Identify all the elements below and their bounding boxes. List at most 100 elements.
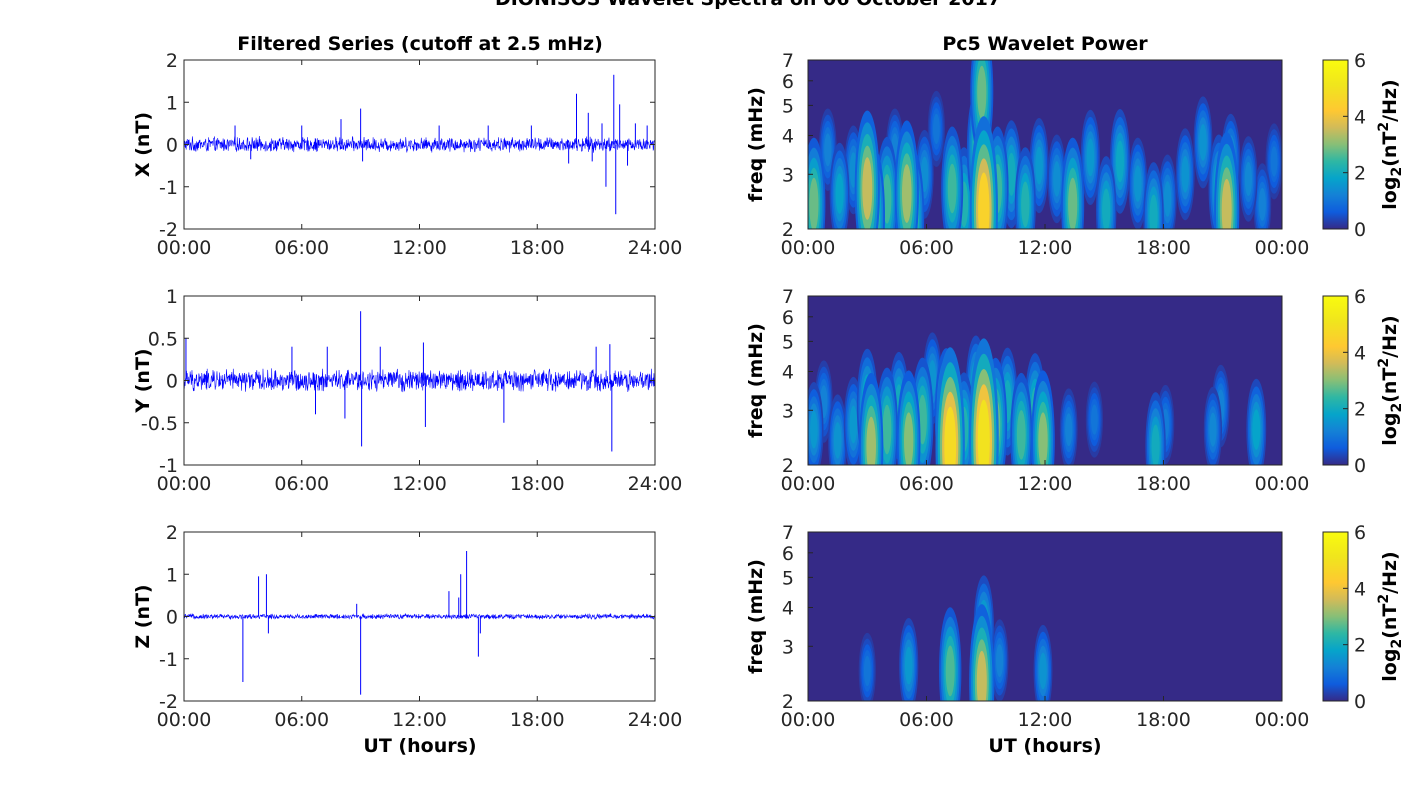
x-tick-label: 12:00: [392, 473, 447, 495]
colorbar-tick-label: 4: [1354, 106, 1366, 128]
power-contour: [1016, 410, 1026, 460]
power-contour: [835, 173, 844, 214]
power-contour: [1163, 181, 1172, 217]
power-contour: [1221, 178, 1232, 229]
power-contour: [1053, 161, 1061, 197]
y-tick-label: 2: [782, 219, 794, 241]
x-tick-label: 12:00: [392, 709, 447, 731]
colorbar: [1322, 531, 1349, 702]
x-tick-label: 18:00: [1136, 709, 1191, 731]
x-tick-label: 12:00: [1018, 709, 1073, 731]
y-tick-label: 2: [782, 455, 794, 477]
power-contour: [1102, 188, 1111, 229]
power-contour: [976, 650, 987, 701]
x-tick-label: 06:00: [899, 709, 954, 731]
power-contour: [882, 404, 892, 455]
colorbar-label-part: (nT: [1379, 132, 1401, 167]
power-contour: [849, 405, 858, 444]
x-tick-label: 18:00: [1136, 237, 1191, 259]
y-tick-label: 7: [782, 286, 794, 308]
power-contour: [1116, 140, 1124, 183]
y-axis-label: freq (mHz): [745, 87, 767, 202]
y-tick-label: -1: [159, 177, 178, 199]
x-tick-label: 06:00: [274, 473, 329, 495]
y-tick-label: 4: [782, 125, 794, 147]
colorbar-label: log2(nT2/Hz): [1376, 551, 1405, 681]
y-tick-label: 1: [166, 286, 178, 308]
power-contour: [1035, 146, 1043, 185]
x-tick-label: 24:00: [628, 237, 683, 259]
colorbar-tick-label: 6: [1354, 522, 1366, 544]
y-axis-label: Y (nT): [132, 348, 154, 413]
y-tick-label: 6: [782, 71, 794, 93]
x-tick-label: 06:00: [899, 237, 954, 259]
colorbar-label-part: 2: [1376, 594, 1392, 604]
colorbar-label: log2(nT2/Hz): [1376, 315, 1405, 445]
power-contour: [1134, 165, 1142, 203]
power-contour: [1091, 404, 1098, 435]
y-tick-label: -2: [159, 691, 178, 713]
y-tick-label: -2: [159, 219, 178, 241]
y-tick-label: -1: [159, 455, 178, 477]
series-panel-z: 00:00 06:00 12:00 18:00 24:00 2 1 0 -1 -2 Z (nT): [132, 522, 682, 731]
y-axis-label: X (nT): [132, 112, 154, 177]
colorbar-label-part: log: [1379, 413, 1401, 446]
heatmap-cells: [858, 575, 1053, 701]
y-tick-label: -0.5: [141, 413, 178, 435]
y-tick-label: 5: [782, 567, 794, 589]
x-tick-label: 06:00: [274, 709, 329, 731]
power-contour: [1149, 194, 1158, 229]
colorbar-tick-label: 0: [1354, 219, 1366, 241]
power-contour: [1209, 412, 1217, 447]
power-contour: [977, 399, 990, 465]
colorbar-tick-label: 4: [1354, 342, 1366, 364]
x-tick-label: 00:00: [781, 473, 836, 495]
power-contour: [978, 172, 990, 229]
x-tick-label: 00:00: [157, 237, 212, 259]
power-contour: [933, 113, 940, 145]
y-tick-label: 3: [782, 636, 794, 658]
colorbar-tick-label: 0: [1354, 691, 1366, 713]
power-contour: [1065, 413, 1073, 447]
x-tick-label: 00:00: [157, 709, 212, 731]
y-tick-label: 2: [782, 691, 794, 713]
power-contour: [1007, 152, 1016, 196]
colorbar-label-part: log: [1379, 177, 1401, 210]
colorbar-label-part: (nT: [1379, 368, 1401, 403]
power-contour: [944, 406, 957, 465]
series-line: [183, 136, 656, 153]
colorbar-label-part: log: [1379, 649, 1401, 682]
colorbar-tick-label: 2: [1354, 163, 1366, 185]
y-tick-label: 0: [166, 135, 178, 157]
y-tick-label: 6: [782, 543, 794, 565]
x-tick-label: 24:00: [628, 709, 683, 731]
y-tick-label: 0: [166, 371, 178, 393]
y-tick-label: 6: [782, 307, 794, 329]
power-contour: [902, 164, 912, 223]
y-tick-label: 1: [166, 564, 178, 586]
power-contour: [862, 157, 873, 220]
x-tick-label: 06:00: [899, 473, 954, 495]
colorbar-tick-label: 0: [1354, 455, 1366, 477]
x-tick-label: 18:00: [1136, 473, 1191, 495]
y-tick-label: 2: [166, 50, 178, 72]
power-contour: [1086, 138, 1095, 177]
power-contour: [1181, 155, 1189, 193]
y-tick-label: 4: [782, 597, 794, 619]
y-tick-label: 3: [782, 400, 794, 422]
x-tick-label: 18:00: [510, 473, 565, 495]
power-contour: [904, 646, 913, 685]
power-contour: [863, 655, 871, 687]
power-contour: [1021, 181, 1030, 228]
y-axis-label: Z (nT): [132, 584, 154, 648]
y-tick-label: 5: [782, 95, 794, 117]
y-tick-label: 1: [166, 92, 178, 114]
colorbar-label: log2(nT2/Hz): [1376, 79, 1405, 209]
series-panel-x: 00:00 06:00 12:00 18:00 24:00 2 1 0 -1 -2 X (nT): [132, 50, 682, 259]
colorbar-label-part: /Hz): [1379, 79, 1401, 122]
x-tick-label: 06:00: [274, 237, 329, 259]
left-xlabel: UT (hours): [363, 735, 476, 757]
y-tick-label: 7: [782, 522, 794, 544]
heatmap-cells: [808, 60, 1282, 229]
